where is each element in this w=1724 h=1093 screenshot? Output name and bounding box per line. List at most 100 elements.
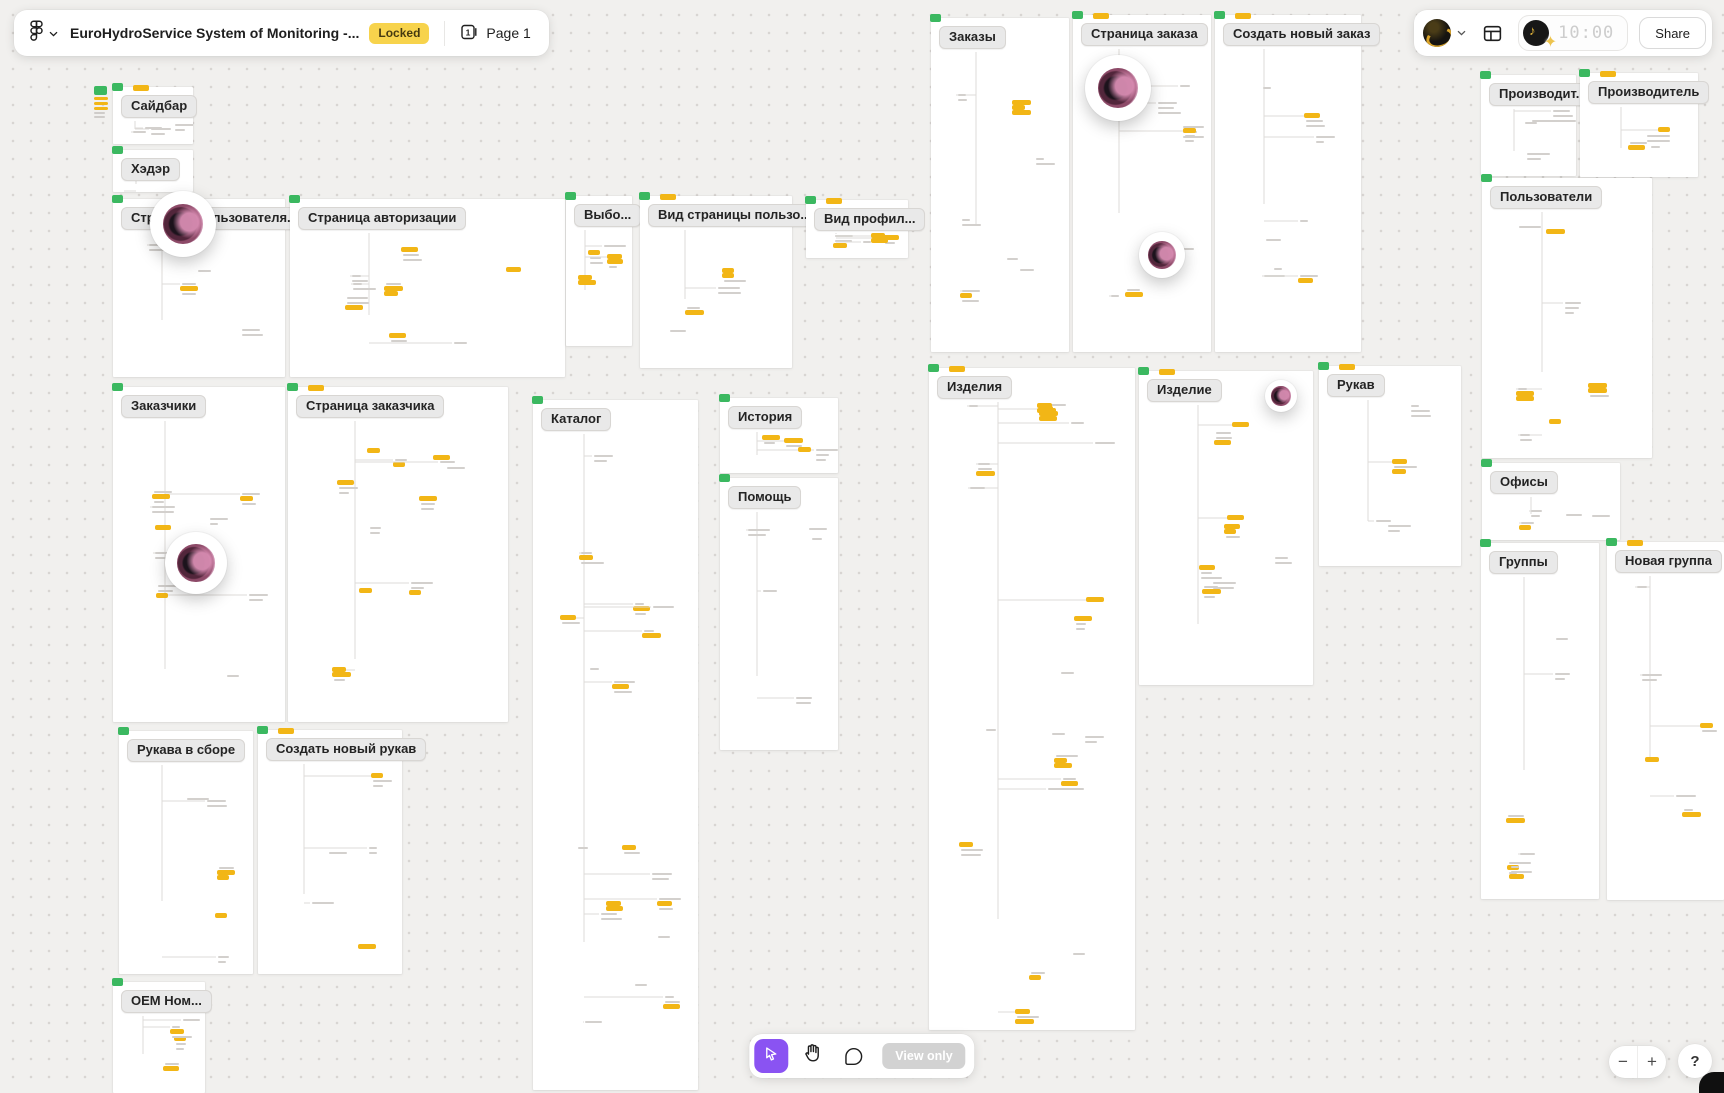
section-color-chip [1480, 71, 1491, 79]
frame-help[interactable]: Помощь [719, 474, 838, 750]
sparkle-icon: ✦ [1543, 34, 1558, 51]
frame-label[interactable]: Изделия [937, 376, 1013, 399]
frame-label[interactable]: Создать новый рукав [266, 738, 427, 761]
component-chip [660, 194, 676, 200]
frame-create-hose[interactable]: Создать новый рукав [257, 726, 427, 974]
frame-product[interactable]: Изделие [1138, 367, 1313, 685]
legend-yellow-line [94, 97, 108, 100]
select-tool-button[interactable] [754, 1039, 789, 1073]
frame-sidebar[interactable]: Сайдбар [112, 83, 198, 144]
frame-users[interactable]: Пользователи [1481, 174, 1652, 458]
section-color-chip [289, 195, 300, 203]
music-timer-widget[interactable]: ♪ ✦ 10:00 [1518, 15, 1629, 51]
frame-label[interactable]: Производит... [1489, 83, 1597, 106]
section-color-chip [1072, 11, 1083, 19]
page-tab[interactable]: 1 Page 1 [458, 19, 532, 48]
eye-sticker[interactable] [150, 191, 216, 257]
frame-profile-view[interactable]: Вид профил... [805, 196, 926, 258]
zoom-in-button[interactable]: + [1647, 1052, 1657, 1071]
canvas-legend[interactable] [94, 86, 112, 118]
frame-hose[interactable]: Рукав [1318, 362, 1461, 566]
frame-offices[interactable]: Офисы [1481, 459, 1620, 540]
frame-groups[interactable]: Группы [1480, 539, 1599, 899]
frame-label[interactable]: Пользователи [1490, 186, 1603, 209]
wireframe-tree [959, 402, 1115, 1024]
frame-customer-page[interactable]: Страница заказчика [287, 383, 508, 722]
user-avatar[interactable] [1423, 19, 1452, 47]
frame-label[interactable]: Офисы [1490, 471, 1558, 494]
frame-orders[interactable]: Заказы [930, 14, 1069, 352]
frame-label[interactable]: Помощь [728, 486, 802, 509]
frame-oem-numbers[interactable]: OEM Ном... [112, 978, 212, 1093]
wireframe-tree [131, 121, 193, 135]
section-color-chip [719, 394, 730, 402]
frame-label[interactable]: Хэдэр [121, 158, 181, 181]
frame-label[interactable]: Заказчики [121, 395, 207, 418]
section-color-chip [928, 364, 939, 372]
section-color-chip [1480, 539, 1491, 547]
frame-hoses-assembled[interactable]: Рукава в сборе [118, 727, 253, 974]
frame-label[interactable]: OEM Ном... [121, 990, 212, 1013]
eye-sticker[interactable] [1139, 232, 1185, 278]
frame-history[interactable]: История [719, 394, 838, 473]
frame-label[interactable]: Страница авторизации [298, 207, 467, 230]
help-button[interactable]: ? [1678, 1044, 1712, 1078]
component-chip [949, 366, 965, 372]
section-color-chip [532, 396, 543, 404]
cursor-arrow-icon [762, 1045, 780, 1068]
file-title: EuroHydroService System of Monitoring -.… [70, 25, 360, 41]
header-divider [444, 20, 446, 46]
frame-catalog[interactable]: Каталог [532, 396, 698, 1090]
wireframe-tree [1516, 212, 1609, 441]
section-color-chip [639, 192, 650, 200]
hand-tool-button[interactable] [795, 1039, 829, 1073]
layout-grid-icon[interactable] [1477, 18, 1507, 48]
frame-products[interactable]: Изделия [928, 364, 1135, 1030]
frame-label[interactable]: Заказы [939, 26, 1006, 49]
component-chip [1235, 13, 1251, 19]
eye-image [177, 544, 215, 582]
frame-label[interactable]: Рукав [1327, 374, 1385, 397]
frame-auth-page[interactable]: Страница авторизации [289, 195, 565, 377]
frame-label[interactable]: Страница заказчика [296, 395, 445, 418]
frame-label[interactable]: Каталог [541, 408, 612, 431]
wireframe-tree [756, 432, 838, 461]
section-color-chip [257, 726, 268, 734]
frame-label[interactable]: Рукава в сборе [127, 739, 246, 762]
frame-new-group[interactable]: Новая группа [1606, 538, 1724, 900]
wireframe-tree [1262, 49, 1335, 283]
section-color-chip [1214, 11, 1225, 19]
frame-label[interactable]: Группы [1489, 551, 1558, 574]
frame-label[interactable]: Выбо... [574, 204, 642, 227]
frame-manufacturer-short[interactable]: Производит... [1480, 71, 1597, 176]
frame-user-page-view[interactable]: Вид страницы пользо... [639, 192, 822, 368]
wireframe-tree [670, 230, 746, 332]
share-button[interactable]: Share [1639, 17, 1706, 49]
frame-label[interactable]: Производитель [1588, 81, 1710, 104]
frame-label[interactable]: Сайдбар [121, 95, 198, 118]
frame-label[interactable]: Новая группа [1615, 550, 1722, 573]
avatar-chevron-down-icon[interactable] [1457, 30, 1466, 36]
frame-header[interactable]: Хэдэр [112, 146, 193, 192]
frame-label[interactable]: Изделие [1147, 379, 1222, 402]
frame-label[interactable]: История [728, 406, 803, 429]
frame-create-order[interactable]: Создать новый заказ [1214, 11, 1381, 352]
eye-image [1098, 68, 1138, 108]
zoom-out-button[interactable]: − [1618, 1052, 1628, 1071]
frame-label[interactable]: Вид страницы пользо... [648, 204, 822, 227]
eye-sticker[interactable] [165, 532, 227, 594]
component-chip [1339, 364, 1355, 370]
eye-image [163, 204, 203, 244]
main-menu-button[interactable] [27, 16, 60, 51]
wireframe-tree [332, 421, 465, 681]
comment-tool-button[interactable] [836, 1039, 870, 1073]
frame-label[interactable]: Вид профил... [814, 208, 926, 231]
eye-sticker[interactable] [1085, 55, 1151, 121]
component-chip [1627, 540, 1643, 546]
frame-selection[interactable]: Выбо... [565, 192, 642, 346]
eye-sticker[interactable] [1265, 380, 1297, 412]
frame-manufacturer[interactable]: Производитель [1579, 69, 1710, 177]
frame-label[interactable]: Страница заказа [1081, 23, 1208, 46]
frame-label[interactable]: Создать новый заказ [1223, 23, 1381, 46]
